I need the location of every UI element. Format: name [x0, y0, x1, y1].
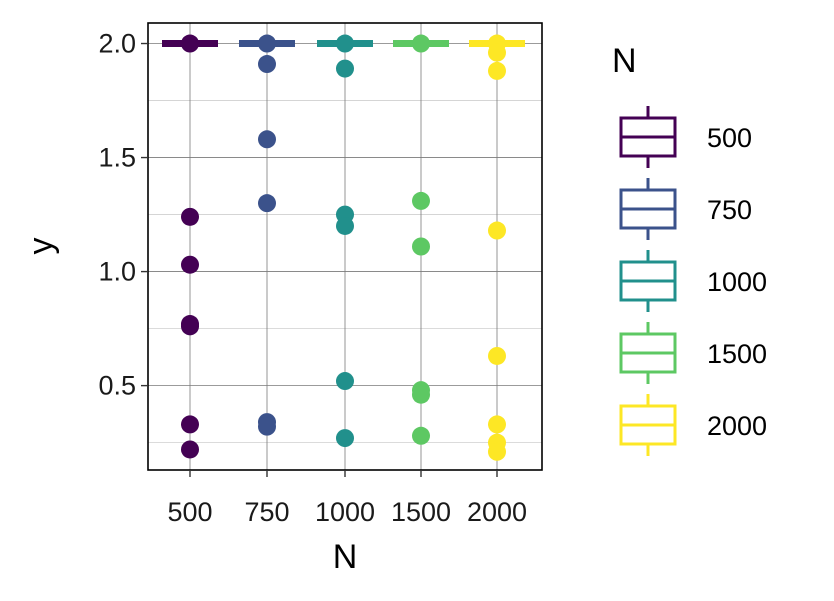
x-tick-label: 750 [244, 497, 289, 527]
x-tick-label: 2000 [467, 497, 527, 527]
y-tick-label: 2.0 [98, 29, 136, 59]
x-tick-label: 1500 [391, 497, 451, 527]
data-point-1000 [336, 34, 354, 53]
data-point-500 [181, 207, 199, 226]
data-point-2000 [488, 415, 506, 434]
data-point-750 [258, 34, 276, 53]
data-point-1500 [412, 385, 430, 404]
data-point-1500 [412, 34, 430, 53]
legend-key-2000: 2000 [619, 394, 767, 456]
data-point-1000 [336, 59, 354, 78]
axes: 0.5 1.0 1.5 2.0 500 750 1000 1500 2000 [98, 29, 527, 527]
data-point-750 [258, 130, 276, 149]
data-point-750 [258, 55, 276, 74]
points [181, 34, 506, 461]
data-point-1000 [336, 429, 354, 448]
data-point-500 [181, 415, 199, 434]
data-point-500 [181, 34, 199, 53]
grid [148, 23, 542, 470]
legend-key-750: 750 [619, 178, 752, 240]
x-axis-title: N [333, 538, 358, 576]
legend: N 500 750 1000 1500 2000 [612, 42, 767, 456]
data-point-500 [181, 440, 199, 459]
data-point-1000 [336, 372, 354, 391]
data-point-1500 [412, 426, 430, 445]
legend-key-500: 500 [619, 106, 752, 168]
data-point-2000 [488, 221, 506, 240]
data-point-750 [258, 194, 276, 213]
x-tick-label: 500 [167, 497, 212, 527]
legend-label: 500 [707, 123, 752, 153]
legend-key-1000: 1000 [619, 250, 767, 312]
data-point-500 [181, 255, 199, 274]
y-tick-label: 0.5 [98, 371, 136, 401]
x-tick-label: 1000 [315, 497, 375, 527]
legend-label: 1000 [707, 267, 767, 297]
legend-label: 1500 [707, 339, 767, 369]
legend-title: N [612, 42, 637, 80]
data-point-500 [181, 317, 199, 336]
data-point-1000 [336, 216, 354, 235]
legend-key-1500: 1500 [619, 322, 767, 384]
data-point-750 [258, 417, 276, 436]
y-tick-label: 1.5 [98, 143, 136, 173]
data-point-1500 [412, 191, 430, 210]
legend-label: 750 [707, 195, 752, 225]
data-point-2000 [488, 61, 506, 80]
data-point-2000 [488, 442, 506, 461]
y-tick-label: 1.0 [98, 257, 136, 287]
legend-label: 2000 [707, 411, 767, 441]
data-point-2000 [488, 346, 506, 365]
data-point-2000 [488, 43, 506, 62]
y-axis-title: y [22, 238, 60, 255]
data-point-1500 [412, 237, 430, 256]
